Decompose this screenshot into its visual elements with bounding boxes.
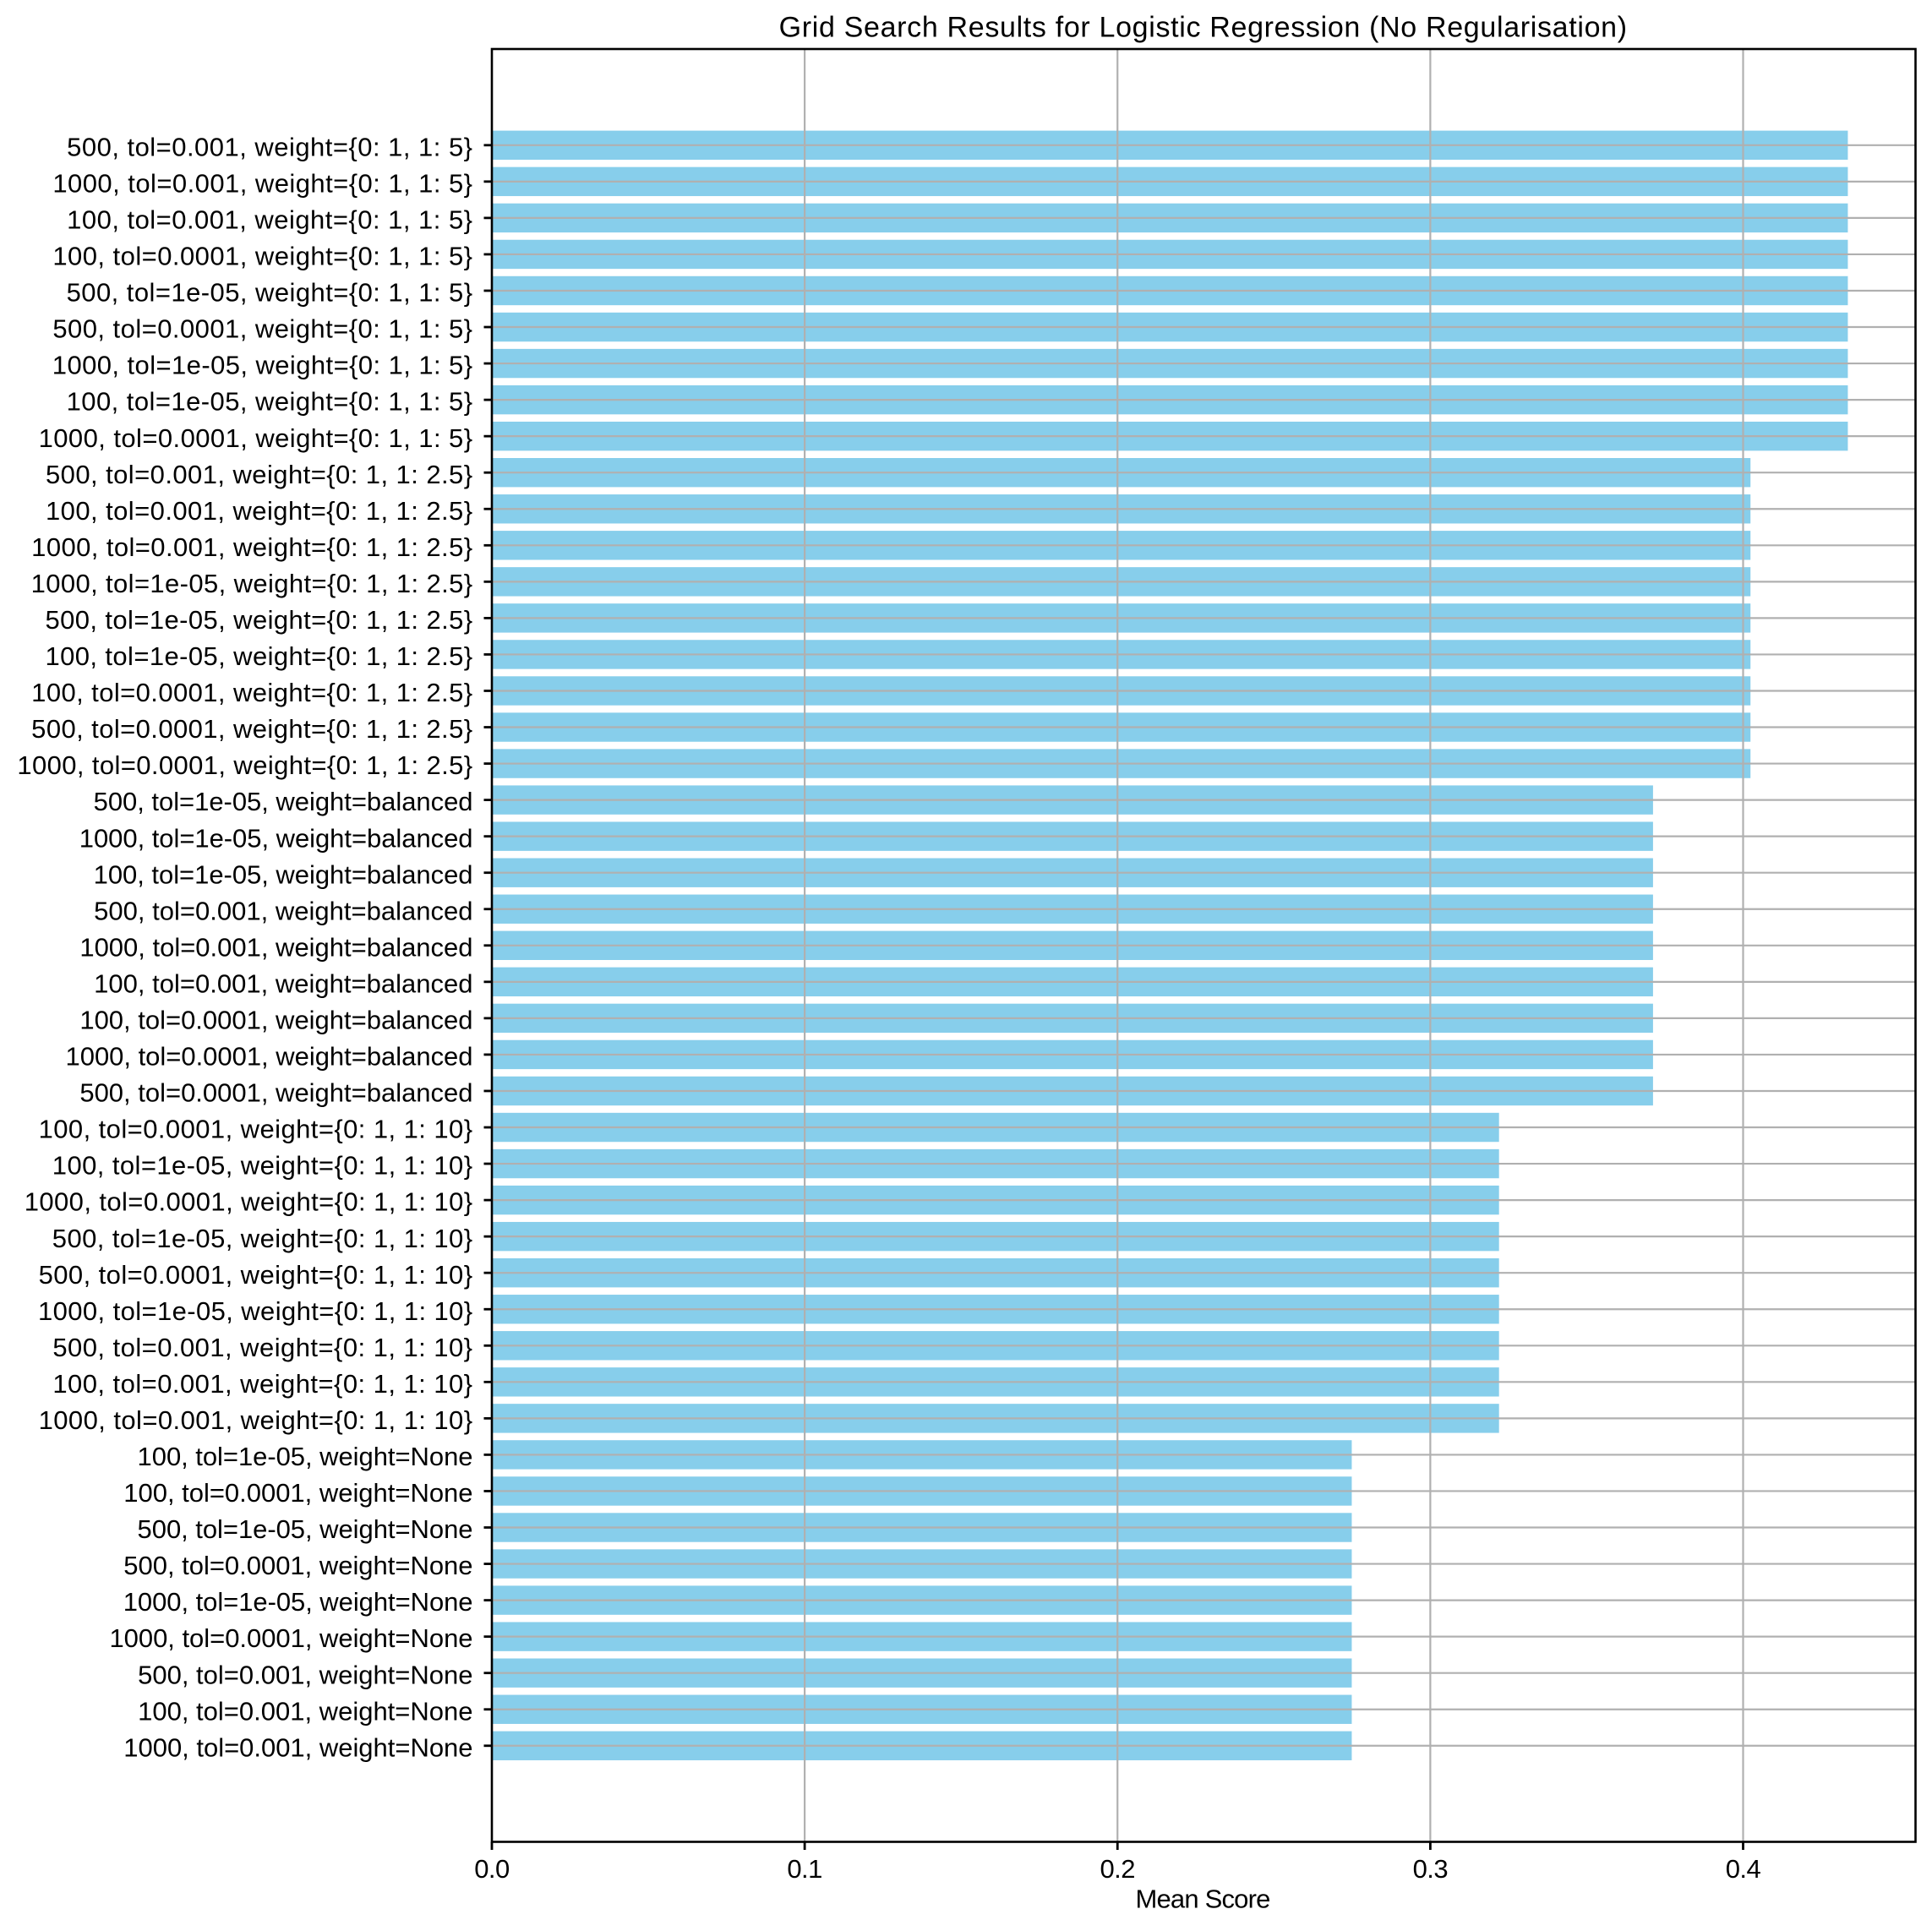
svg-text:500, tol=0.001, weight=None: 500, tol=0.001, weight=None	[138, 1660, 472, 1689]
svg-text:Mean Score: Mean Score	[1135, 1884, 1269, 1913]
svg-text:1000, tol=0.001, weight=None: 1000, tol=0.001, weight=None	[123, 1732, 472, 1762]
svg-text:100, tol=0.0001, weight={0: 1,: 100, tol=0.0001, weight={0: 1, 1: 2.5}	[31, 678, 472, 707]
svg-text:500, tol=0.0001, weight={0: 1,: 500, tol=0.0001, weight={0: 1, 1: 5}	[52, 314, 472, 344]
svg-text:0.1: 0.1	[787, 1854, 822, 1884]
svg-text:1000, tol=1e-05, weight=None: 1000, tol=1e-05, weight=None	[123, 1587, 473, 1617]
svg-text:0.2: 0.2	[1100, 1854, 1135, 1884]
svg-text:100, tol=1e-05, weight={0: 1,: 100, tol=1e-05, weight={0: 1, 1: 10}	[52, 1151, 473, 1181]
svg-text:1000, tol=1e-05, weight={0: 1,: 1000, tol=1e-05, weight={0: 1, 1: 2.5}	[31, 569, 473, 598]
svg-text:100, tol=1e-05, weight=None: 100, tol=1e-05, weight=None	[138, 1442, 473, 1471]
svg-text:100, tol=0.001, weight=balance: 100, tol=0.001, weight=balanced	[94, 968, 472, 998]
svg-text:100, tol=0.0001, weight={0: 1,: 100, tol=0.0001, weight={0: 1, 1: 5}	[52, 242, 472, 271]
svg-text:0.4: 0.4	[1726, 1854, 1761, 1884]
svg-text:500, tol=0.0001, weight=balanc: 500, tol=0.0001, weight=balanced	[79, 1078, 472, 1108]
svg-text:1000, tol=1e-05, weight=balanc: 1000, tol=1e-05, weight=balanced	[79, 823, 473, 853]
svg-text:100, tol=1e-05, weight={0: 1,: 100, tol=1e-05, weight={0: 1, 1: 5}	[67, 387, 473, 417]
svg-text:100, tol=0.0001, weight={0: 1,: 100, tol=0.0001, weight={0: 1, 1: 10}	[39, 1115, 473, 1144]
svg-text:500, tol=0.001, weight=balance: 500, tol=0.001, weight=balanced	[94, 896, 472, 925]
svg-text:100, tol=0.001, weight={0: 1,: 100, tol=0.001, weight={0: 1, 1: 10}	[52, 1369, 472, 1399]
svg-text:Grid Search Results for Logist: Grid Search Results for Logistic Regress…	[779, 12, 1628, 44]
svg-text:1000, tol=1e-05, weight={0: 1,: 1000, tol=1e-05, weight={0: 1, 1: 5}	[52, 351, 473, 380]
svg-text:1000, tol=0.0001, weight={0: 1: 1000, tol=0.0001, weight={0: 1, 1: 2.5}	[17, 750, 472, 780]
svg-text:1000, tol=0.0001, weight={0: 1: 1000, tol=0.0001, weight={0: 1, 1: 5}	[39, 423, 473, 453]
svg-text:1000, tol=0.0001, weight={0: 1: 1000, tol=0.0001, weight={0: 1, 1: 10}	[25, 1187, 473, 1217]
svg-text:100, tol=1e-05, weight={0: 1,: 100, tol=1e-05, weight={0: 1, 1: 2.5}	[45, 641, 472, 671]
svg-text:1000, tol=0.0001, weight=None: 1000, tol=0.0001, weight=None	[109, 1623, 472, 1653]
svg-text:500, tol=1e-05, weight=balance: 500, tol=1e-05, weight=balanced	[94, 787, 473, 816]
svg-text:500, tol=1e-05, weight={0: 1,: 500, tol=1e-05, weight={0: 1, 1: 5}	[67, 278, 473, 308]
svg-text:100, tol=0.001, weight={0: 1,: 100, tol=0.001, weight={0: 1, 1: 2.5}	[46, 496, 473, 526]
svg-text:500, tol=0.001, weight={0: 1,: 500, tol=0.001, weight={0: 1, 1: 10}	[52, 1333, 472, 1362]
svg-text:0.3: 0.3	[1413, 1854, 1449, 1884]
svg-text:500, tol=0.0001, weight={0: 1,: 500, tol=0.0001, weight={0: 1, 1: 2.5}	[31, 714, 472, 744]
svg-text:500, tol=1e-05, weight={0: 1,: 500, tol=1e-05, weight={0: 1, 1: 2.5}	[45, 605, 472, 635]
svg-text:1000, tol=0.001, weight=balanc: 1000, tol=0.001, weight=balanced	[79, 932, 472, 962]
svg-text:500, tol=0.001, weight={0: 1,: 500, tol=0.001, weight={0: 1, 1: 5}	[67, 132, 472, 161]
svg-text:1000, tol=0.001, weight={0: 1,: 1000, tol=0.001, weight={0: 1, 1: 10}	[39, 1405, 473, 1435]
svg-text:100, tol=1e-05, weight=balance: 100, tol=1e-05, weight=balanced	[94, 859, 473, 889]
svg-text:500, tol=0.0001, weight=None: 500, tol=0.0001, weight=None	[123, 1551, 472, 1580]
svg-text:1000, tol=0.0001, weight=balan: 1000, tol=0.0001, weight=balanced	[66, 1042, 473, 1072]
svg-text:100, tol=0.0001, weight=balanc: 100, tol=0.0001, weight=balanced	[79, 1005, 472, 1034]
svg-text:1000, tol=0.001, weight={0: 1,: 1000, tol=0.001, weight={0: 1, 1: 5}	[52, 168, 472, 198]
svg-text:0.0: 0.0	[474, 1854, 510, 1884]
svg-text:100, tol=0.001, weight={0: 1,: 100, tol=0.001, weight={0: 1, 1: 5}	[67, 205, 472, 234]
svg-text:100, tol=0.0001, weight=None: 100, tol=0.0001, weight=None	[123, 1478, 472, 1508]
svg-text:500, tol=1e-05, weight={0: 1,: 500, tol=1e-05, weight={0: 1, 1: 10}	[52, 1224, 473, 1253]
svg-text:500, tol=0.0001, weight={0: 1,: 500, tol=0.0001, weight={0: 1, 1: 10}	[39, 1260, 473, 1290]
svg-text:500, tol=0.001, weight={0: 1,: 500, tol=0.001, weight={0: 1, 1: 2.5}	[46, 460, 473, 489]
svg-text:1000, tol=0.001, weight={0: 1,: 1000, tol=0.001, weight={0: 1, 1: 2.5}	[31, 532, 472, 562]
svg-text:100, tol=0.001, weight=None: 100, tol=0.001, weight=None	[138, 1696, 472, 1726]
svg-text:1000, tol=1e-05, weight={0: 1,: 1000, tol=1e-05, weight={0: 1, 1: 10}	[38, 1296, 473, 1326]
svg-text:500, tol=1e-05, weight=None: 500, tol=1e-05, weight=None	[138, 1514, 473, 1544]
